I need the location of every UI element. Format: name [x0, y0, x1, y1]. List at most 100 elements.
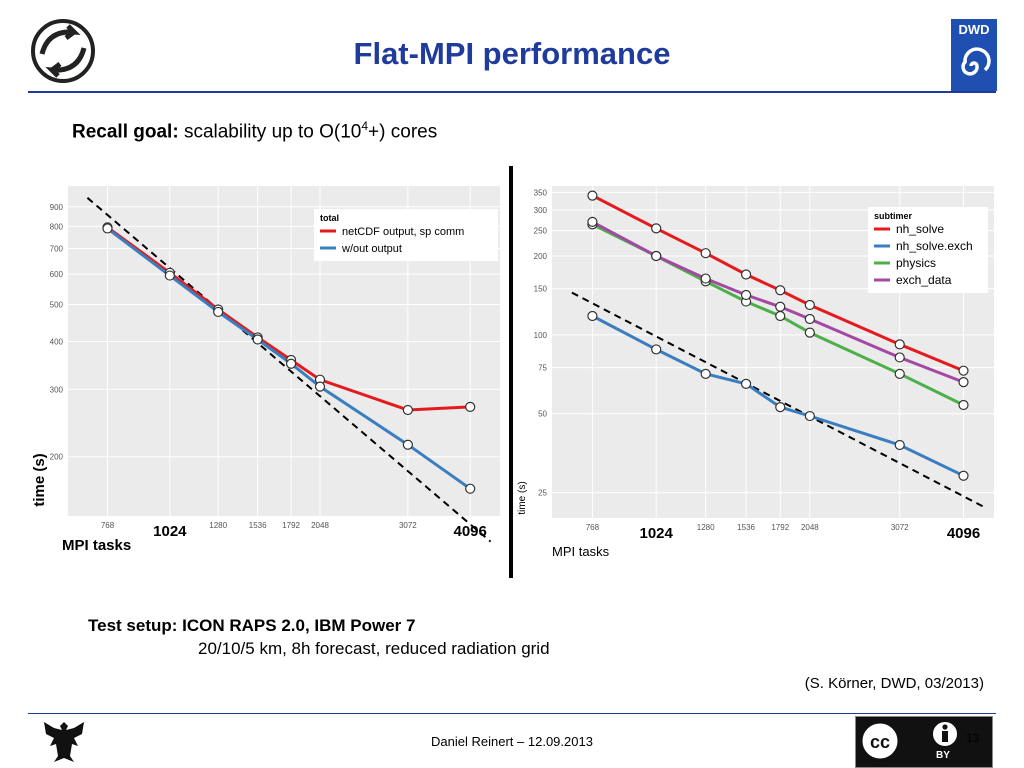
goal-label: Recall goal: [72, 121, 179, 143]
chart2-y-tick-label: 250 [534, 227, 548, 236]
chart2-y-tick-label: 75 [538, 364, 547, 373]
chart2-y-tick-label: 200 [534, 252, 548, 261]
chart1-x-tick-label: 1536 [249, 521, 267, 530]
chart1-y-tick-label: 300 [50, 385, 64, 394]
chart1-series-line-0 [106, 226, 471, 412]
goal-exponent: 4 [361, 119, 369, 133]
chart2-series-line-0 [591, 194, 965, 373]
cc-icon: cc [859, 720, 901, 762]
page-title: Flat-MPI performance [353, 36, 671, 71]
footer-rule [28, 713, 996, 714]
chart1-data-point [465, 483, 476, 494]
chart1-legend-title: total [320, 213, 339, 223]
chart2-data-point [740, 269, 752, 280]
test-setup-line1: Test setup: ICON RAPS 2.0, IBM Power 7 [88, 616, 416, 635]
slide-number: 13 [966, 731, 980, 745]
cc-icon-text: cc [870, 732, 890, 752]
cc-by-label: BY [936, 750, 950, 761]
chart2-data-point [958, 399, 969, 411]
chart2-y-tick-label: 100 [534, 331, 548, 340]
chart1-y-tick-label: 500 [50, 300, 64, 309]
chart2-data-point [587, 190, 598, 201]
chart1-legend-label: w/out output [341, 243, 402, 255]
chart2-data-point [894, 439, 905, 451]
chart1-y-tick-label: 400 [50, 338, 64, 347]
chart2-data-point [958, 470, 969, 481]
chart1-y-tick-label: 900 [50, 203, 64, 212]
chart1-data-point [402, 404, 413, 416]
chart2-data-point [651, 250, 662, 262]
chart1-data-point [213, 306, 224, 318]
test-setup-line2: 20/10/5 km, 8h forecast, reduced radiati… [198, 639, 550, 658]
chart2-data-point [700, 273, 711, 284]
chart2-x-axis-label: MPI tasks [552, 544, 610, 559]
chart2-data-point [700, 368, 711, 379]
chart2-x-tick-label: 1280 [697, 523, 715, 532]
chart1-data-point [314, 381, 326, 392]
chart2-y-tick-label: 25 [538, 489, 547, 498]
chart2-y-tick-label: 300 [534, 206, 548, 215]
chart1-y-tick-label: 200 [50, 453, 64, 462]
chart1-data-point [164, 270, 175, 281]
chart2-y-axis-label: time (s) [517, 481, 528, 514]
goal-text-pre: scalability up to O(10 [183, 121, 362, 143]
chart2-x-big-tick-label: 4096 [947, 525, 980, 542]
chart2-reference-line [571, 291, 985, 509]
goal-line: Recall goal: scalability up to O(104+) c… [72, 119, 437, 143]
chart2-legend-label: nh_solve.exch [896, 239, 973, 253]
chart2-legend-label: nh_solve [896, 222, 944, 236]
chart2-data-point [894, 339, 905, 350]
chart2-legend-label: physics [896, 256, 936, 270]
chart1-x-tick-label: 3072 [399, 521, 417, 530]
chart2-data-point [775, 285, 786, 296]
panel-divider [509, 166, 513, 578]
chart2-data-point [804, 410, 815, 422]
source-credit: (S. Körner, DWD, 03/2013) [804, 675, 984, 692]
chart1-x-axis-label: MPI tasks [62, 537, 131, 554]
chart2-y-tick-label: 50 [538, 410, 547, 419]
chart2-data-point [587, 310, 598, 322]
dwd-logo-text: DWD [958, 22, 990, 37]
chart2-x-tick-label: 2048 [801, 523, 819, 532]
chart2-data-point [740, 378, 752, 389]
institute-logo [31, 19, 95, 83]
eagle-logo [44, 722, 84, 762]
chart2-data-point [894, 368, 905, 379]
chart1-x-big-tick-label: 1024 [153, 523, 187, 540]
chart2-data-point [894, 352, 905, 363]
chart2-data-point [700, 248, 711, 259]
chart2-data-point [804, 299, 815, 311]
chart1-x-tick-label: 768 [101, 521, 115, 530]
chart2-series-line-1 [591, 314, 965, 478]
chart2-x-tick-label: 1792 [771, 523, 789, 532]
chart1-x-tick-label: 2048 [311, 521, 329, 530]
chart2-data-point [651, 223, 662, 234]
chart1-series-line-1 [106, 227, 472, 490]
chart2-x-tick-label: 3072 [891, 523, 909, 532]
chart1-data-point [465, 401, 476, 412]
chart2-data-point [775, 301, 786, 312]
footer-author-date: Daniel Reinert – 12.09.2013 [431, 734, 593, 749]
chart1-x-tick-label: 1792 [282, 521, 300, 530]
chart2-data-point [804, 313, 815, 325]
chart1-data-point [252, 334, 263, 345]
chart-total: 200 300 400 500 600 700 800 900 768 1024 1280 1536 1… [31, 186, 500, 554]
person-by-icon [931, 720, 959, 748]
chart-subtimer: 25 50 75 100 150 200 250 300 350 768 1024 1280 1536 1… [517, 186, 994, 559]
chart1-x-big-tick-label: 4096 [454, 523, 487, 540]
chart2-legend-title: subtimer [874, 211, 913, 221]
chart2-x-tick-label: 1536 [737, 523, 755, 532]
chart1-reference-line [86, 197, 492, 543]
chart2-data-point [775, 402, 786, 413]
chart1-y-tick-label: 700 [50, 245, 64, 254]
chart2-series-line-3 [591, 220, 965, 384]
chart2-data-point [775, 310, 786, 322]
header-rule [28, 91, 996, 93]
chart1-data-point [402, 439, 413, 450]
chart1-y-tick-label: 600 [50, 270, 64, 279]
chart1-y-tick-label: 800 [50, 222, 64, 231]
chart1-data-point [102, 223, 113, 234]
chart2-data-point [587, 216, 598, 227]
chart2-y-tick-label: 150 [534, 285, 548, 294]
goal-text-post: +) cores [368, 121, 438, 143]
